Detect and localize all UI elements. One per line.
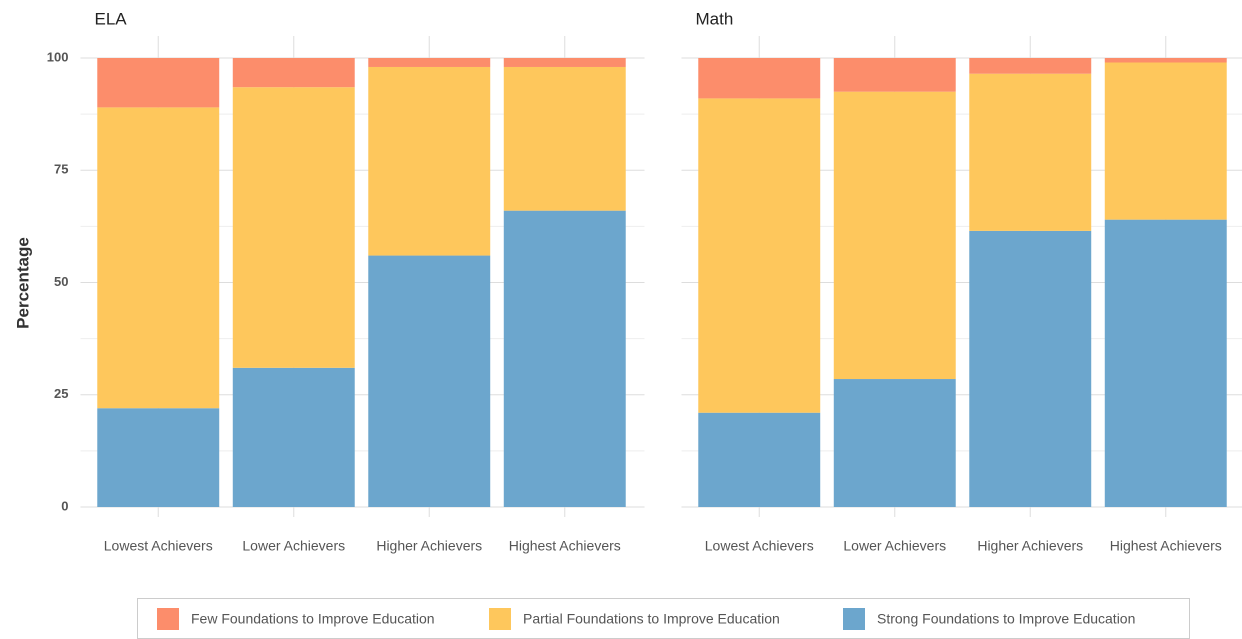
bar-segment: [833, 91, 956, 380]
x-tick-label: Lower Achievers: [843, 538, 946, 554]
y-axis-label: Percentage: [13, 237, 32, 329]
bar-segment: [698, 58, 821, 99]
bar-segment: [969, 230, 1092, 508]
legend-swatch: [843, 608, 865, 630]
bar-segment: [503, 210, 626, 507]
x-tick-label: Lowest Achievers: [705, 538, 814, 554]
y-tick-label: 50: [54, 274, 68, 289]
bar-segment: [97, 58, 220, 108]
x-tick-label: Highest Achievers: [1110, 538, 1222, 554]
bar-segment: [368, 66, 491, 256]
bar-segment: [969, 58, 1092, 74]
bar-segment: [1104, 219, 1227, 507]
legend-swatch: [157, 608, 179, 630]
panel-title: ELA: [95, 9, 128, 28]
bar-segment: [833, 379, 956, 507]
bar-segment: [1104, 62, 1227, 220]
panel-title: Math: [696, 9, 734, 28]
legend-label: Few Foundations to Improve Education: [191, 611, 435, 627]
y-tick-label: 25: [54, 386, 68, 401]
legend-label: Strong Foundations to Improve Education: [877, 611, 1135, 627]
bar-segment: [503, 58, 626, 67]
bar-segment: [232, 367, 355, 507]
bar-segment: [969, 73, 1092, 231]
x-tick-label: Higher Achievers: [977, 538, 1083, 554]
y-tick-label: 75: [54, 162, 68, 177]
bar-segment: [1104, 58, 1227, 63]
bar-segment: [97, 107, 220, 409]
bar-segment: [232, 58, 355, 88]
x-tick-label: Lowest Achievers: [104, 538, 213, 554]
legend-swatch: [489, 608, 511, 630]
x-tick-label: Highest Achievers: [509, 538, 621, 554]
x-tick-label: Lower Achievers: [242, 538, 345, 554]
x-tick-label: Higher Achievers: [376, 538, 482, 554]
bar-segment: [368, 58, 491, 67]
bar-segment: [698, 412, 821, 507]
bar-segment: [833, 58, 956, 92]
bar-segment: [503, 66, 626, 211]
bar-segment: [97, 408, 220, 507]
bar-segment: [698, 98, 821, 413]
y-tick-label: 100: [47, 49, 69, 64]
bar-segment: [232, 87, 355, 368]
y-tick-label: 0: [61, 498, 68, 513]
legend-label: Partial Foundations to Improve Education: [523, 611, 780, 627]
bar-segment: [368, 255, 491, 507]
